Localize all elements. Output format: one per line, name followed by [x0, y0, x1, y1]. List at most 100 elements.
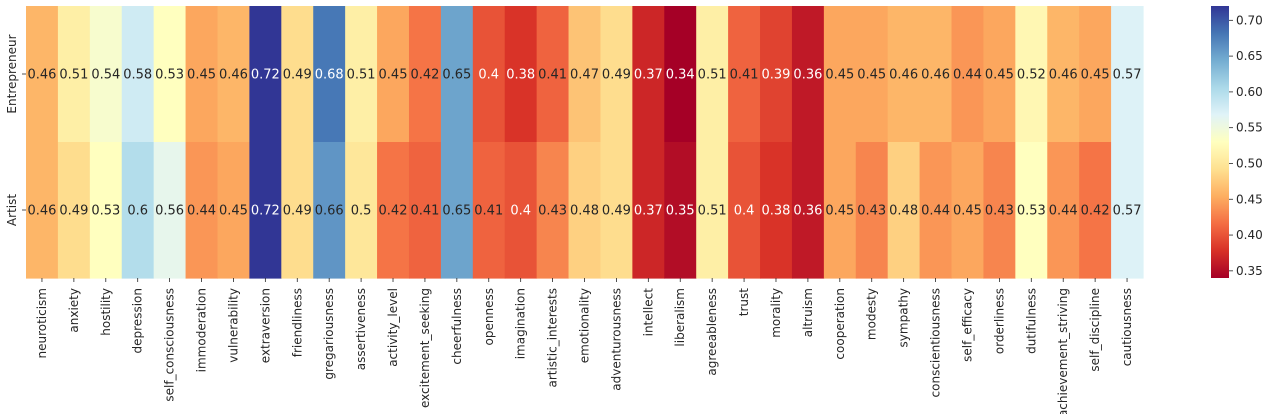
- column-label: trust: [737, 288, 751, 316]
- cell-value-label: 0.58: [123, 68, 152, 83]
- cell-value-label: 0.49: [283, 68, 312, 83]
- cell-value-label: 0.4: [478, 68, 499, 83]
- cell-value-label: 0.35: [666, 204, 695, 219]
- cell-value-label: 0.48: [889, 204, 918, 219]
- cell-value-label: 0.43: [538, 204, 567, 219]
- heatmap-cell: [919, 142, 953, 279]
- heatmap-cell: [919, 6, 953, 143]
- heatmap-cell: [983, 142, 1016, 279]
- column-label: modesty: [865, 288, 879, 340]
- cell-value-label: 0.46: [889, 68, 918, 83]
- heatmap-cell: [1015, 142, 1048, 279]
- cell-value-label: 0.44: [953, 68, 982, 83]
- cell-value-label: 0.45: [1081, 68, 1110, 83]
- column-label: self_efficacy: [960, 288, 974, 362]
- heatmap-cell: [217, 142, 250, 279]
- column-label: extraversion: [258, 288, 272, 363]
- column-label: altruism: [801, 288, 815, 337]
- heatmap-cell: [600, 142, 633, 279]
- column-label: dutifulness: [1024, 288, 1038, 354]
- heatmap-cell: [26, 142, 59, 279]
- cell-value-label: 0.72: [251, 204, 280, 219]
- cell-value-label: 0.46: [27, 68, 56, 83]
- cell-value-label: 0.45: [379, 68, 408, 83]
- cell-value-label: 0.44: [921, 204, 950, 219]
- heatmap-cell: [472, 142, 506, 279]
- heatmap-cell: [887, 6, 921, 143]
- colorbar-tick-label: 0.45: [1236, 192, 1263, 206]
- heatmap-cell: [377, 142, 410, 279]
- heatmap-cell: [440, 142, 474, 279]
- column-label: intellect: [641, 288, 655, 337]
- cell-value-label: 0.51: [347, 68, 376, 83]
- column-label: agreeableness: [705, 288, 719, 376]
- heatmap-cell: [855, 142, 889, 279]
- heatmap-cell: [57, 6, 91, 143]
- cell-value-label: 0.48: [570, 204, 599, 219]
- column-label: depression: [131, 288, 145, 353]
- row-labels: Entrepreneur Artist: [5, 34, 26, 226]
- column-label: assertiveness: [354, 288, 368, 370]
- column-label: anxiety: [67, 288, 81, 333]
- heatmap-cell: [153, 142, 187, 279]
- cell-value-label: 0.52: [1017, 68, 1046, 83]
- cell-value-label: 0.38: [762, 204, 791, 219]
- cell-value-label: 0.44: [1049, 204, 1078, 219]
- column-label: hostility: [99, 288, 113, 336]
- column-label: cautiousness: [1120, 288, 1134, 366]
- heatmap-cell: [632, 142, 665, 279]
- heatmap-cell: [504, 6, 538, 143]
- cell-value-label: 0.66: [315, 204, 344, 219]
- column-label: orderliness: [992, 288, 1006, 354]
- cell-value-label: 0.41: [410, 204, 439, 219]
- cell-value-label: 0.45: [825, 68, 854, 83]
- colorbar-tick-label: 0.35: [1236, 264, 1263, 278]
- column-label: cheerfulness: [450, 288, 464, 365]
- cell-value-label: 0.65: [442, 204, 471, 219]
- column-label: neuroticism: [35, 288, 49, 359]
- column-label: openness: [482, 288, 496, 345]
- cell-value-label: 0.5: [351, 204, 372, 219]
- column-label: friendliness: [290, 288, 304, 357]
- column-label: self_consciousness: [163, 288, 177, 402]
- heatmap-cell: [408, 6, 442, 143]
- colorbar: 0.35 0.40 0.45 0.50 0.55 0.60 0.65 0.70: [1211, 6, 1263, 278]
- cell-value-label: 0.47: [570, 68, 599, 83]
- cell-value-label: 0.36: [793, 68, 822, 83]
- heatmap-cell: [57, 142, 91, 279]
- heatmap-cell: [440, 6, 474, 143]
- heatmap-cell: [696, 6, 729, 143]
- column-label: sympathy: [897, 288, 911, 347]
- cell-value-label: 0.41: [538, 68, 567, 83]
- heatmap-cell: [26, 6, 59, 143]
- cell-value-label: 0.43: [985, 204, 1014, 219]
- heatmap-cell: [568, 142, 602, 279]
- heatmap-cell: [696, 142, 729, 279]
- cell-value-label: 0.46: [921, 68, 950, 83]
- heatmap-cell: [1079, 142, 1112, 279]
- heatmap-cell: [153, 6, 187, 143]
- heatmap-cell: [472, 6, 506, 143]
- heatmap-cell: [823, 6, 857, 143]
- cell-value-label: 0.53: [1017, 204, 1046, 219]
- cell-value-label: 0.49: [602, 68, 631, 83]
- heatmap-cell: [185, 142, 219, 279]
- heatmap-cell: [1111, 6, 1144, 143]
- cell-value-label: 0.49: [283, 204, 312, 219]
- heatmap-cell: [728, 6, 761, 143]
- heatmap-cell: [728, 142, 761, 279]
- heatmap-cell: [536, 6, 570, 143]
- colorbar-tick-label: 0.60: [1236, 85, 1263, 99]
- heatmap-cell: [632, 6, 665, 143]
- heatmap-cell: [855, 6, 889, 143]
- heatmap-cell: [760, 142, 793, 279]
- heatmap-cell: [249, 142, 282, 279]
- heatmap-cell: [600, 6, 633, 143]
- heatmap-cell: [760, 6, 793, 143]
- heatmap-cell: [664, 142, 697, 279]
- cell-value-label: 0.34: [666, 68, 695, 83]
- cell-value-label: 0.68: [315, 68, 344, 83]
- column-label: conscientiousness: [929, 288, 943, 397]
- heatmap-cell: [568, 6, 602, 143]
